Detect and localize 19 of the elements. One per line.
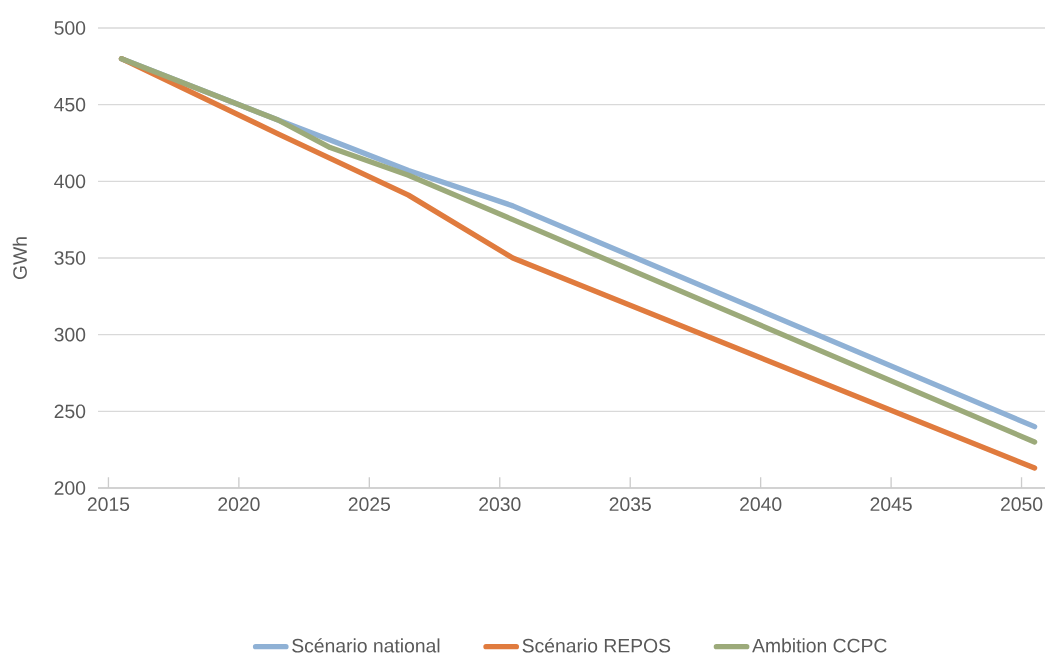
x-tick-label: 2045	[870, 497, 912, 512]
y-tick-label: 450	[54, 97, 86, 112]
y-axis-title: GWh	[12, 237, 27, 280]
x-tick-label: 2025	[348, 497, 391, 512]
legend-label: Scénario REPOS	[522, 638, 671, 653]
x-tick-label: 2015	[87, 497, 130, 512]
x-tick-label: 2050	[1001, 497, 1043, 512]
y-tick-label: 500	[54, 21, 86, 35]
y-tick-label: 300	[54, 327, 86, 342]
x-tick-label: 2040	[740, 497, 782, 512]
x-tick-label: 2035	[609, 497, 651, 512]
y-tick-label: 400	[54, 174, 86, 189]
x-tick-label: 2020	[218, 497, 260, 512]
legend-label: Ambition CCPC	[752, 638, 887, 653]
y-tick-label: 350	[54, 251, 86, 265]
legend-label: Scénario national	[292, 638, 440, 653]
x-tick-label: 2030	[479, 497, 521, 512]
y-tick-label: 200	[54, 481, 86, 495]
y-tick-label: 250	[54, 404, 86, 419]
